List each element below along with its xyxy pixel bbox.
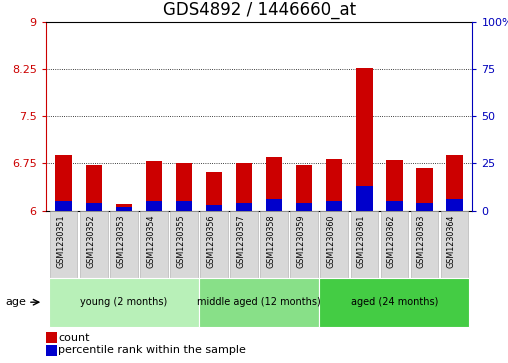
Bar [446, 155, 463, 211]
Text: middle aged (12 months): middle aged (12 months) [197, 297, 321, 307]
Text: GSM1230357: GSM1230357 [237, 214, 245, 268]
Bar [206, 205, 223, 211]
Text: aged (24 months): aged (24 months) [351, 297, 438, 307]
Text: GSM1230353: GSM1230353 [116, 214, 125, 268]
Bar [326, 201, 342, 211]
Text: young (2 months): young (2 months) [80, 297, 168, 307]
Bar [146, 162, 162, 211]
Bar [296, 164, 312, 211]
Bar [326, 159, 342, 211]
Bar [266, 199, 282, 211]
Title: GDS4892 / 1446660_at: GDS4892 / 1446660_at [163, 1, 356, 19]
Text: GSM1230356: GSM1230356 [207, 214, 215, 268]
Text: GSM1230355: GSM1230355 [176, 214, 185, 268]
Text: age: age [5, 297, 26, 307]
Bar [356, 186, 372, 211]
Bar [296, 203, 312, 211]
Bar [356, 68, 372, 211]
Bar [236, 203, 252, 211]
Text: GSM1230360: GSM1230360 [327, 214, 336, 268]
Bar [85, 203, 102, 211]
Bar [146, 201, 162, 211]
Text: count: count [58, 333, 90, 343]
Bar [266, 157, 282, 211]
Bar [116, 207, 132, 211]
Text: GSM1230352: GSM1230352 [86, 214, 96, 268]
Bar [386, 201, 402, 211]
Bar [55, 155, 72, 211]
Bar [416, 168, 433, 211]
Text: percentile rank within the sample: percentile rank within the sample [58, 345, 246, 355]
Bar [386, 160, 402, 211]
Bar [176, 163, 192, 211]
Bar [446, 199, 463, 211]
Bar [55, 201, 72, 211]
Bar [416, 203, 433, 211]
Bar [85, 165, 102, 211]
Text: GSM1230364: GSM1230364 [447, 214, 456, 268]
Bar [206, 172, 223, 211]
Text: GSM1230354: GSM1230354 [146, 214, 155, 268]
Bar [236, 163, 252, 211]
Text: GSM1230362: GSM1230362 [387, 214, 396, 268]
Bar [116, 204, 132, 211]
Text: GSM1230351: GSM1230351 [56, 214, 65, 268]
Bar [176, 201, 192, 211]
Text: GSM1230363: GSM1230363 [417, 214, 426, 268]
Text: GSM1230358: GSM1230358 [267, 214, 276, 268]
Text: GSM1230359: GSM1230359 [297, 214, 306, 268]
Text: GSM1230361: GSM1230361 [357, 214, 366, 268]
